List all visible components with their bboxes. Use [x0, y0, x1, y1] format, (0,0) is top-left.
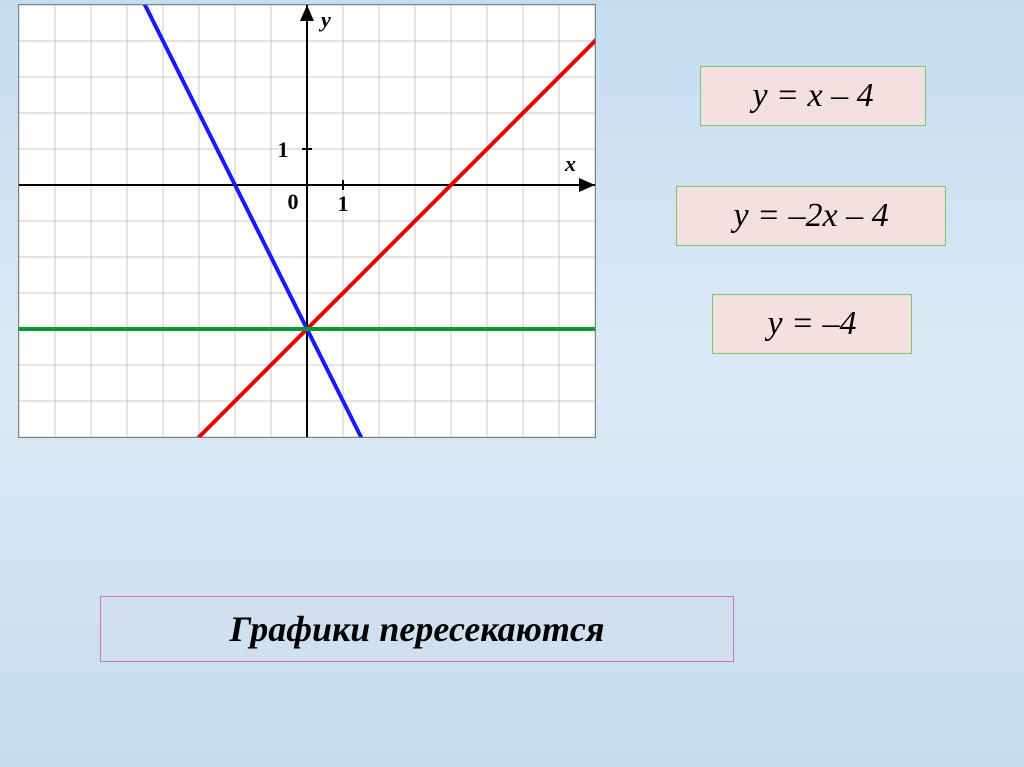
- svg-text:x: x: [564, 151, 576, 176]
- svg-text:0: 0: [288, 189, 299, 214]
- equation-box-2: y = –2x – 4: [676, 186, 946, 246]
- svg-text:1: 1: [278, 137, 289, 162]
- equation-text-1: y = x – 4: [752, 77, 873, 115]
- svg-text:1: 1: [338, 191, 349, 216]
- equation-box-1: y = x – 4: [700, 66, 926, 126]
- equation-box-3: y = –4: [712, 294, 912, 354]
- svg-text:y: y: [318, 7, 331, 32]
- equation-text-2: y = –2x – 4: [733, 197, 888, 235]
- caption-text: Графики пересекаются: [230, 608, 605, 650]
- caption-box: Графики пересекаются: [100, 596, 734, 662]
- coordinate-chart: 0 1 1 x y: [18, 4, 596, 438]
- equation-text-3: y = –4: [767, 305, 856, 343]
